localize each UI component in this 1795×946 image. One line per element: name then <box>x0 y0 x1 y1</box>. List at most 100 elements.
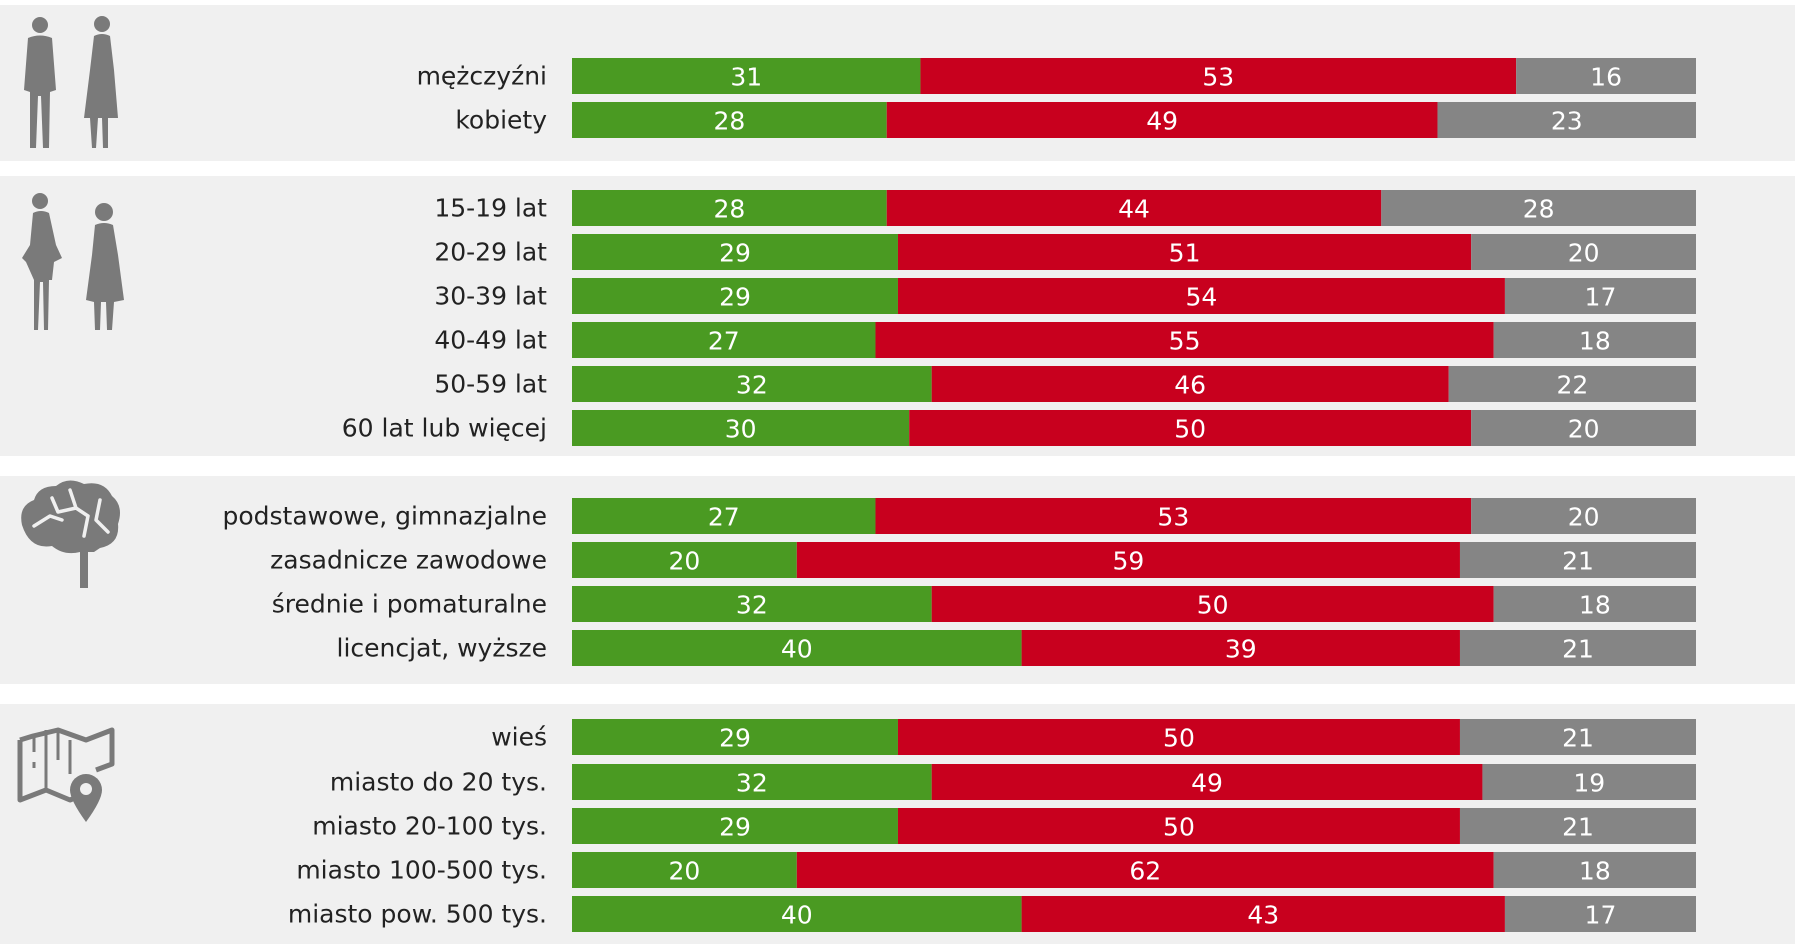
bar-row: miasto pow. 500 tys. 40 43 17 <box>288 896 1696 932</box>
bar-value-label: 39 <box>1225 635 1257 664</box>
bar-segment-gray <box>1437 102 1696 138</box>
bar-row: miasto 20-100 tys. 29 50 21 <box>312 808 1696 844</box>
bar-segment-gray <box>1516 58 1696 94</box>
bar-segment-green <box>572 366 932 402</box>
bar-value-label: 18 <box>1579 857 1611 886</box>
bar-value-label: 30 <box>725 415 757 444</box>
bar-value-label: 18 <box>1579 327 1611 356</box>
bar-segment-gray <box>1448 366 1696 402</box>
bar-segment-gray <box>1459 808 1696 844</box>
bar-value-label: 18 <box>1579 591 1611 620</box>
bar-row: licencjat, wyższe 40 39 21 <box>337 630 1696 666</box>
bar-value-label: 28 <box>713 107 745 136</box>
bar-row: 60 lat lub więcej 30 50 20 <box>342 410 1696 446</box>
bar-segment-red <box>897 278 1505 314</box>
bar-segment-gray <box>1482 764 1696 800</box>
bar-value-label: 21 <box>1562 724 1594 753</box>
bar-segment-gray <box>1471 410 1696 446</box>
bar-value-label: 31 <box>730 63 762 92</box>
row-label: 20-29 lat <box>434 238 547 267</box>
bar-value-label: 21 <box>1562 547 1594 576</box>
bar-value-label: 20 <box>1568 415 1600 444</box>
bar-row: miasto do 20 tys. 32 49 19 <box>330 764 1696 800</box>
bar-value-label: 50 <box>1163 813 1195 842</box>
bar-value-label: 40 <box>781 635 813 664</box>
bar-value-label: 32 <box>736 371 768 400</box>
bar-segment-red <box>1021 896 1505 932</box>
bar-segment-green <box>572 852 797 888</box>
bar-value-label: 27 <box>708 503 740 532</box>
bar-segment-green <box>572 498 876 534</box>
bar-segment-red <box>875 322 1494 358</box>
bar-segment-gray <box>1381 190 1696 226</box>
row-label: podstawowe, gimnazjalne <box>222 502 547 531</box>
bar-value-label: 49 <box>1146 107 1178 136</box>
bar-value-label: 22 <box>1556 371 1588 400</box>
man-and-woman-silhouette-icon <box>24 16 118 148</box>
bar-segment-red <box>920 58 1517 94</box>
bar-value-label: 43 <box>1247 901 1279 930</box>
bar-value-label: 32 <box>736 591 768 620</box>
bar-value-label: 46 <box>1174 371 1206 400</box>
bar-row: mężczyźni 31 53 16 <box>417 58 1696 94</box>
bar-segment-green <box>572 278 898 314</box>
bar-value-label: 21 <box>1562 635 1594 664</box>
bar-value-label: 17 <box>1585 901 1617 930</box>
bar-value-label: 49 <box>1191 769 1223 798</box>
bar-segment-red <box>897 719 1460 755</box>
row-label: miasto pow. 500 tys. <box>288 900 547 929</box>
bar-segment-gray <box>1504 278 1696 314</box>
bar-segment-green <box>572 322 876 358</box>
row-label: miasto 100-500 tys. <box>296 856 547 885</box>
bar-value-label: 20 <box>1568 239 1600 268</box>
bar-row: wieś 29 50 21 <box>491 719 1696 755</box>
bar-value-label: 62 <box>1129 857 1161 886</box>
bar-segment-red <box>875 498 1472 534</box>
bar-value-label: 50 <box>1197 591 1229 620</box>
bar-value-label: 54 <box>1186 283 1218 312</box>
bar-segment-gray <box>1493 586 1696 622</box>
bar-segment-green <box>572 808 898 844</box>
bar-segment-green <box>572 896 1022 932</box>
bar-value-label: 29 <box>719 283 751 312</box>
bar-segment-red <box>886 190 1382 226</box>
map-with-location-pin-icon <box>17 727 115 822</box>
bar-row: średnie i pomaturalne 32 50 18 <box>272 586 1696 622</box>
bar-segment-gray <box>1504 896 1696 932</box>
row-label: licencjat, wyższe <box>337 634 547 663</box>
bar-segment-green <box>572 630 1022 666</box>
bar-value-label: 50 <box>1174 415 1206 444</box>
bar-segment-red <box>897 808 1460 844</box>
bar-segment-gray <box>1459 719 1696 755</box>
bar-segment-red <box>931 366 1449 402</box>
bar-value-label: 40 <box>781 901 813 930</box>
bar-value-label: 27 <box>708 327 740 356</box>
bar-row: zasadnicze zawodowe 20 59 21 <box>270 542 1696 578</box>
bar-segment-red <box>796 542 1460 578</box>
bar-rows: mężczyźni 31 53 16 kobiety 28 49 23 15-19 lat 28 4… <box>222 58 1696 932</box>
bar-segment-gray <box>1459 542 1696 578</box>
bar-value-label: 28 <box>1523 195 1555 224</box>
bar-value-label: 19 <box>1573 769 1605 798</box>
bar-value-label: 20 <box>1568 503 1600 532</box>
bar-segment-red <box>1021 630 1460 666</box>
row-label: miasto 20-100 tys. <box>312 812 547 841</box>
bar-value-label: 29 <box>719 724 751 753</box>
bar-row: podstawowe, gimnazjalne 27 53 20 <box>222 498 1696 534</box>
row-label: miasto do 20 tys. <box>330 768 547 797</box>
row-label: 15-19 lat <box>434 194 547 223</box>
row-label: 50-59 lat <box>434 370 547 399</box>
bar-segment-gray <box>1459 630 1696 666</box>
bar-row: kobiety 28 49 23 <box>455 102 1696 138</box>
bar-segment-green <box>572 410 910 446</box>
row-label: wieś <box>491 723 547 752</box>
bar-value-label: 53 <box>1157 503 1189 532</box>
group-panels <box>0 5 1795 944</box>
bar-segment-green <box>572 764 932 800</box>
bar-value-label: 17 <box>1585 283 1617 312</box>
bar-segment-red <box>931 764 1483 800</box>
bar-value-label: 20 <box>668 547 700 576</box>
bar-segment-gray <box>1493 322 1696 358</box>
row-label: zasadnicze zawodowe <box>270 546 547 575</box>
